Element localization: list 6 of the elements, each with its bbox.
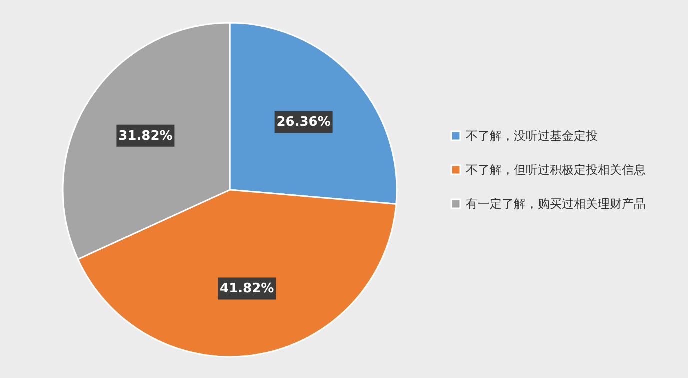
data-label: 26.36%	[276, 115, 331, 130]
legend-label: 不了解，没听过基金定投	[466, 129, 598, 143]
data-label: 41.82%	[220, 282, 274, 297]
legend-label: 有一定了解，购买过相关理财产品	[466, 197, 646, 211]
data-label: 31.82%	[118, 128, 173, 144]
legend-label: 不了解，但听过积极定投相关信息	[466, 163, 646, 177]
